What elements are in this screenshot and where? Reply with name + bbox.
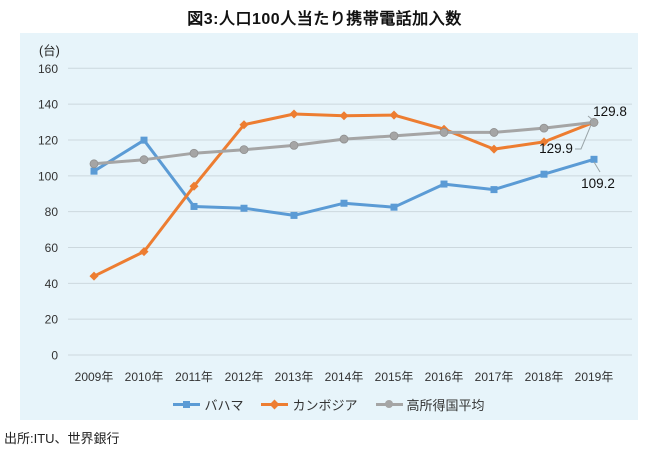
data-point-bahamas[interactable] <box>390 203 398 211</box>
legend-swatch-high-income-avg <box>375 398 403 410</box>
x-axis-tick-label: 2010年 <box>125 370 164 384</box>
legend-item-cambodia[interactable]: カンボジア <box>261 395 358 414</box>
y-axis-tick-label: 60 <box>45 241 59 255</box>
y-axis-tick-label: 40 <box>45 277 59 291</box>
y-axis-tick-label: 140 <box>38 98 58 112</box>
data-point-high-income-avg[interactable] <box>239 145 249 155</box>
y-axis-tick-label: 0 <box>51 349 58 363</box>
line-chart: 0 20 40 60 80 100 120 140 160 (台) 2009年 2010年 2011年 2… <box>20 33 638 420</box>
legend-label-high-income-avg: 高所得国平均 <box>406 397 485 413</box>
diamond-marker-icon <box>270 399 280 409</box>
legend-swatch-cambodia <box>261 398 289 410</box>
data-point-bahamas[interactable] <box>340 199 348 207</box>
data-point-bahamas[interactable] <box>440 180 448 188</box>
x-axis-tick-label: 2019年 <box>575 370 614 384</box>
data-point-high-income-avg[interactable] <box>589 118 599 127</box>
legend-item-bahamas[interactable]: バハマ <box>173 395 243 414</box>
data-point-cambodia[interactable] <box>239 120 249 130</box>
data-point-bahamas[interactable] <box>240 204 248 212</box>
y-axis-tick-label: 120 <box>38 133 58 147</box>
data-point-high-income-avg[interactable] <box>489 128 499 137</box>
y-axis-tick-label: 80 <box>45 205 59 219</box>
data-point-bahamas[interactable] <box>190 202 198 210</box>
legend-swatch-bahamas <box>173 398 201 410</box>
chart-legend: バハマ カンボジア 高所得国平均 <box>20 394 638 414</box>
y-axis-tick-label: 20 <box>45 313 59 327</box>
label-leader-line <box>575 124 592 150</box>
x-axis-tick-label: 2012年 <box>225 370 264 384</box>
square-marker-icon <box>183 400 191 408</box>
x-axis-tick-label: 2013年 <box>275 370 314 384</box>
data-point-high-income-avg[interactable] <box>539 123 549 133</box>
x-axis-tick-label: 2018年 <box>525 370 564 384</box>
data-point-cambodia[interactable] <box>289 109 299 119</box>
data-point-bahamas[interactable] <box>490 186 498 194</box>
data-point-bahamas[interactable] <box>540 170 548 178</box>
x-axis-tick-label: 2011年 <box>175 370 213 384</box>
x-axis-tick-label: 2017年 <box>475 370 514 384</box>
data-point-bahamas[interactable] <box>590 155 598 163</box>
data-point-high-income-avg[interactable] <box>389 131 399 141</box>
chart-plot-area: 0 20 40 60 80 100 120 140 160 (台) 2009年 2010年 2011年 2… <box>20 33 638 420</box>
x-axis-tick-label: 2009年 <box>75 370 114 384</box>
legend-label-cambodia: カンボジア <box>292 397 358 413</box>
data-point-high-income-avg[interactable] <box>89 159 99 169</box>
data-label-high-income-avg: 129.8 <box>593 104 627 119</box>
data-label-cambodia: 129.9 <box>539 141 573 156</box>
label-leader-line <box>593 161 601 173</box>
circle-marker-icon <box>385 400 393 408</box>
data-point-cambodia[interactable] <box>189 181 199 191</box>
plot-background <box>20 33 638 420</box>
legend-label-bahamas: バハマ <box>204 397 244 413</box>
data-point-bahamas[interactable] <box>140 136 148 144</box>
y-axis-tick-label: 100 <box>38 169 58 183</box>
x-axis-tick-label: 2014年 <box>325 370 364 384</box>
y-axis-unit-label: (台) <box>39 43 60 58</box>
x-axis-tick-label: 2016年 <box>425 370 464 384</box>
data-point-high-income-avg[interactable] <box>289 140 299 150</box>
label-leader-line <box>587 115 595 122</box>
source-note: 出所:ITU、世界銀行 <box>4 431 120 446</box>
data-point-high-income-avg[interactable] <box>139 155 149 165</box>
y-axis-tick-label: 160 <box>38 62 58 76</box>
data-point-high-income-avg[interactable] <box>439 128 449 137</box>
chart-title: 図3:人口100人当たり携帯電話加入数 <box>187 11 462 28</box>
x-axis-tick-label: 2015年 <box>375 370 414 384</box>
data-label-bahamas: 109.2 <box>581 176 615 191</box>
data-point-bahamas[interactable] <box>290 211 298 219</box>
data-point-cambodia[interactable] <box>139 247 149 257</box>
data-point-high-income-avg[interactable] <box>339 134 349 144</box>
legend-item-high-income-avg[interactable]: 高所得国平均 <box>375 395 485 414</box>
data-point-bahamas[interactable] <box>90 167 98 175</box>
data-point-high-income-avg[interactable] <box>189 148 199 158</box>
